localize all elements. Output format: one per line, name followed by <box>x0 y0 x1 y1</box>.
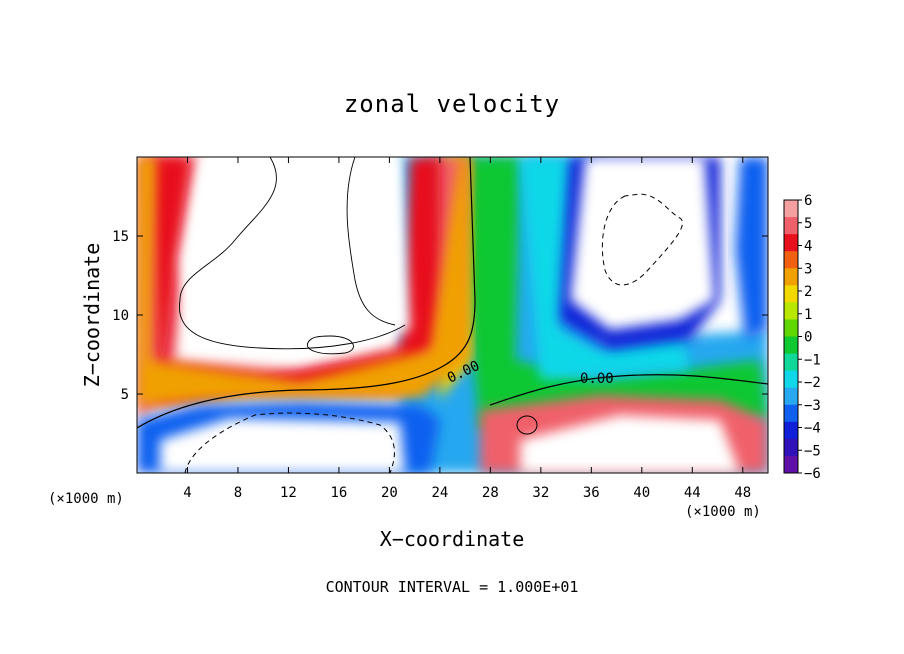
colorbar-swatch <box>784 319 798 337</box>
x-axis-unit-left: (×1000 m) <box>48 491 124 507</box>
contour-dashed-upper-right <box>601 193 683 286</box>
colorbar-swatch <box>784 234 798 252</box>
y-tick-label: 5 <box>121 387 129 403</box>
x-tick-label: 36 <box>583 485 600 501</box>
field-region-left-red-band <box>137 157 470 420</box>
colorbar-label: 1 <box>804 307 812 323</box>
colorbar-swatch <box>784 217 798 235</box>
contour-label-2: 0.00 <box>580 371 614 387</box>
colorbar-label: 4 <box>804 239 812 255</box>
colorbar-swatch <box>784 404 798 423</box>
contour-dashed-lower <box>184 412 395 473</box>
colorbar-swatch <box>784 268 798 286</box>
field-region-green-column <box>452 157 768 430</box>
x-tick-label: 48 <box>734 485 751 501</box>
x-tick-label: 32 <box>532 485 549 501</box>
colorbar-swatch <box>784 302 798 320</box>
contour-solid-loop <box>307 335 354 355</box>
field-region-right-edge-blue <box>735 157 768 340</box>
colorbar-label: 0 <box>804 330 812 346</box>
colorbar-label: −2 <box>804 375 821 391</box>
x-tick-label: 24 <box>431 485 448 501</box>
field-region-upper-left-white <box>180 157 410 350</box>
colorbar-label: 6 <box>804 193 812 209</box>
x-tick-label: 8 <box>234 485 242 501</box>
colorbar-label: −6 <box>804 466 821 482</box>
colorbar-label: −4 <box>804 421 821 437</box>
contour-zero-main <box>137 157 476 429</box>
contour-small-loop <box>516 415 538 435</box>
colorbar-label: −3 <box>804 398 821 414</box>
field-region-upper-right-white <box>570 157 715 330</box>
contour-zero-right <box>489 374 768 406</box>
contour-solid-vertical <box>346 157 396 326</box>
x-tick-label: 20 <box>381 485 398 501</box>
colorbar-swatch <box>784 251 798 269</box>
colorbar-swatch <box>784 421 798 440</box>
colorbar-swatch <box>784 370 798 389</box>
colorbar-swatch <box>784 285 798 303</box>
colorbar: 6 5 4 3 2 1 0 −1 −2 −3 −4 −5 −6 <box>783 193 821 482</box>
colorbar-label: 2 <box>804 284 812 300</box>
field-region-left-orange <box>138 157 470 405</box>
field-region-cyan-column <box>520 157 690 380</box>
colorbar-swatch <box>784 336 798 355</box>
colorbar-swatch <box>784 455 798 474</box>
contour-interval-note: CONTOUR INTERVAL = 1.000E+01 <box>325 578 579 596</box>
colorbar-swatch <box>784 387 798 406</box>
colorbar-swatch <box>784 353 798 372</box>
colorbar-label: −1 <box>804 352 821 368</box>
y-tick-label: 15 <box>112 229 129 245</box>
contour-solid-upper-left <box>178 157 406 350</box>
x-tick-label: 44 <box>684 485 701 501</box>
colorbar-label: −5 <box>804 443 821 459</box>
x-tick-label: 12 <box>280 485 297 501</box>
colorbar-label: 5 <box>804 216 812 232</box>
x-tick-label: 16 <box>330 485 347 501</box>
x-tick-label: 28 <box>482 485 499 501</box>
velocity-field: 0.00 0.00 <box>137 157 768 473</box>
x-axis-unit-right: (×1000 m) <box>685 504 761 520</box>
colorbar-label: 3 <box>804 261 812 277</box>
x-tick-label: 40 <box>633 485 650 501</box>
y-tick-label: 10 <box>112 308 129 324</box>
colorbar-swatch <box>784 438 798 457</box>
x-tick-label: 4 <box>183 485 191 501</box>
chart-title: zonal velocity <box>343 90 561 118</box>
x-axis-label: X−coordinate <box>379 527 525 551</box>
field-region-right-lower-white <box>520 415 740 473</box>
colorbar-swatch <box>784 200 798 218</box>
